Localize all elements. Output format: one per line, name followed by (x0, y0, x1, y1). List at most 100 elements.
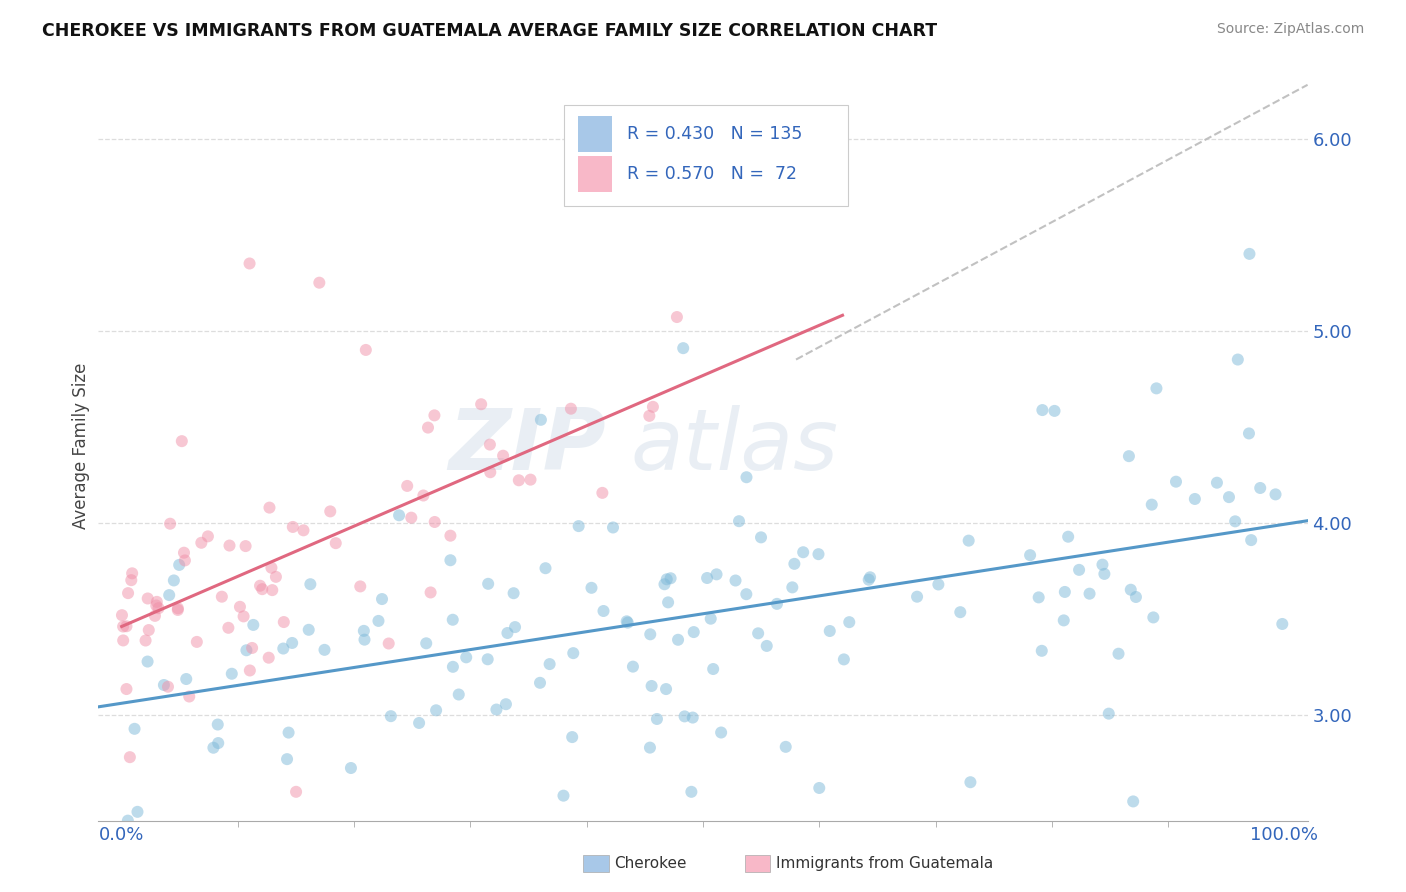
Point (408, 715, 430, 730)
Point (503, 620, 526, 634)
Point (456, 650, 478, 665)
Point (529, 675, 551, 690)
Point (1118, 449, 1140, 463)
Point (281, 520, 304, 534)
Point (173, 546, 195, 560)
Point (353, 632, 375, 647)
Point (807, 547, 830, 561)
Point (519, 473, 541, 487)
Point (439, 553, 461, 567)
Point (127, 805, 149, 819)
Point (766, 597, 789, 611)
Point (167, 601, 190, 615)
Point (262, 583, 284, 598)
Point (859, 570, 882, 584)
Bar (578, 156, 613, 192)
Point (1122, 794, 1144, 808)
Point (591, 486, 613, 500)
Point (148, 601, 170, 615)
Point (174, 672, 197, 686)
Point (534, 561, 557, 575)
Point (747, 626, 769, 640)
Point (949, 605, 972, 619)
Point (240, 640, 263, 655)
Point (249, 579, 271, 593)
Point (143, 608, 166, 623)
Point (782, 580, 804, 594)
Point (112, 619, 135, 633)
Point (1271, 617, 1294, 632)
Point (157, 588, 180, 602)
Point (1164, 475, 1187, 489)
Point (136, 655, 159, 669)
Point (502, 586, 524, 600)
Point (479, 465, 502, 479)
Point (367, 614, 389, 628)
Point (353, 624, 375, 638)
Point (1057, 530, 1080, 544)
Point (314, 643, 336, 657)
Point (495, 697, 517, 711)
Point (470, 397, 492, 411)
Point (638, 740, 661, 755)
Point (496, 626, 519, 640)
Point (1028, 591, 1050, 605)
Point (221, 666, 243, 681)
Point (298, 623, 321, 637)
Point (260, 560, 283, 574)
Point (423, 515, 446, 529)
Point (117, 814, 139, 828)
Point (292, 524, 315, 538)
Point (276, 752, 298, 766)
Text: CHEROKEE VS IMMIGRANTS FROM GUATEMALA AVERAGE FAMILY SIZE CORRELATION CHART: CHEROKEE VS IMMIGRANTS FROM GUATEMALA AV… (42, 22, 938, 40)
Point (257, 650, 280, 665)
Point (838, 615, 860, 629)
Point (477, 577, 499, 591)
Point (135, 633, 157, 648)
Point (235, 539, 257, 553)
Point (1184, 491, 1206, 506)
Point (1206, 475, 1229, 490)
Point (159, 516, 181, 531)
Point (1043, 404, 1066, 418)
Point (252, 582, 274, 596)
Point (641, 400, 664, 414)
Point (354, 343, 377, 357)
Point (560, 401, 582, 416)
Point (478, 437, 501, 451)
Point (706, 567, 728, 582)
Point (538, 657, 561, 671)
Point (170, 434, 193, 449)
Point (124, 722, 146, 736)
Point (724, 574, 747, 588)
Point (439, 529, 461, 543)
Point (783, 557, 806, 571)
Point (232, 609, 254, 624)
Point (640, 679, 662, 693)
Bar (564, 105, 848, 206)
Point (377, 636, 399, 650)
Point (638, 409, 661, 423)
Point (401, 510, 423, 524)
Point (277, 725, 299, 739)
Point (655, 681, 678, 696)
Point (1098, 706, 1121, 721)
Point (211, 590, 233, 604)
Point (959, 775, 981, 789)
Point (1067, 563, 1090, 577)
Point (1108, 647, 1130, 661)
Point (319, 504, 342, 518)
Bar (578, 116, 613, 152)
Point (1019, 548, 1042, 562)
Point (273, 615, 295, 629)
Point (340, 761, 363, 775)
Point (808, 780, 831, 795)
Point (145, 599, 167, 613)
Point (239, 256, 262, 270)
Point (654, 577, 676, 591)
Point (325, 536, 347, 550)
Point (568, 519, 591, 533)
Text: ZIP: ZIP (449, 404, 606, 488)
Point (218, 539, 240, 553)
Point (425, 703, 447, 717)
